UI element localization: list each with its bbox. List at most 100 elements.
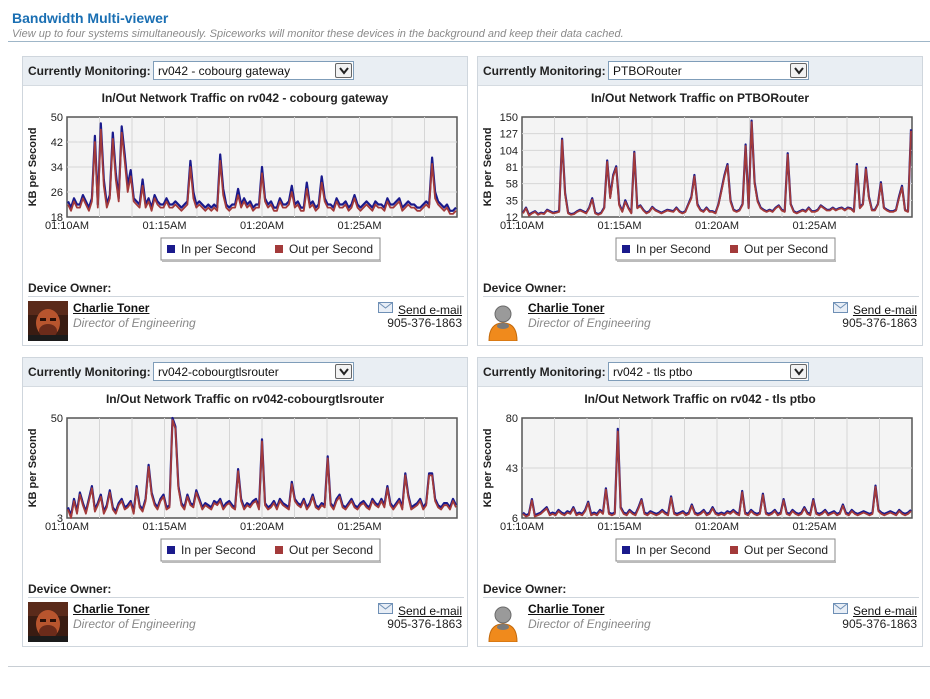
x-tick-label: 01:15AM	[142, 220, 186, 232]
traffic-chart: In/Out Network Traffic on rv042-cobourgt…	[27, 392, 458, 563]
legend-swatch-out	[730, 245, 738, 253]
legend-label-in: In per Second	[636, 242, 711, 256]
x-tick-label: 01:20AM	[240, 521, 284, 533]
series-line-out	[522, 430, 912, 518]
monitor-label: Currently Monitoring:	[483, 64, 606, 78]
chart-legend: In per Second Out per Second	[160, 237, 381, 262]
y-axis-label: KB per Second	[482, 429, 494, 508]
chart-legend: In per Second Out per Second	[615, 237, 836, 262]
x-tick-label: 01:15AM	[142, 521, 186, 533]
page-title: Bandwidth Multi-viewer	[12, 10, 169, 26]
y-tick-label: 18	[51, 212, 63, 224]
owner-name-link[interactable]: Charlie Toner	[528, 602, 605, 616]
legend-label-out: Out per Second	[289, 242, 373, 256]
legend-label-in: In per Second	[181, 242, 256, 256]
chart-title: In/Out Network Traffic on rv042-cobourgt…	[106, 392, 384, 406]
series-line-out	[67, 128, 457, 215]
device-select[interactable]: PTBORouter	[608, 61, 809, 80]
send-email-link-wrap[interactable]: Send e-mail	[832, 602, 917, 618]
owner-phone: 905-376-1863	[387, 617, 462, 631]
envelope-icon[interactable]	[377, 302, 393, 313]
chart-title: In/Out Network Traffic on rv042 - tls pt…	[584, 392, 815, 406]
chart-title: In/Out Network Traffic on PTBORouter	[591, 91, 809, 105]
chevron-down-icon[interactable]	[790, 364, 807, 379]
send-email-link[interactable]: Send e-mail	[397, 303, 462, 317]
send-email-link-wrap[interactable]: Send e-mail	[832, 301, 917, 317]
traffic-chart: In/Out Network Traffic on rv042 - tls pt…	[482, 392, 913, 563]
y-axis-label: KB per Second	[482, 128, 494, 207]
page-header: Bandwidth Multi-viewer View up to four s…	[12, 10, 930, 40]
avatar-photo	[28, 301, 68, 341]
y-tick-label: 104	[500, 145, 518, 157]
monitor-label: Currently Monitoring:	[28, 365, 151, 379]
legend-label-in: In per Second	[181, 543, 256, 557]
send-email-link-wrap[interactable]: Send e-mail	[377, 301, 462, 317]
y-tick-label: 6	[512, 513, 518, 525]
traffic-chart: In/Out Network Traffic on rv042 - cobour…	[27, 91, 458, 262]
monitor-panel-1: Currently Monitoring: rv042 - cobourg ga…	[22, 56, 468, 346]
user-icon	[483, 301, 523, 342]
series-line-out	[522, 121, 912, 217]
device-select-value: PTBORouter	[613, 64, 682, 78]
owner-divider	[28, 296, 464, 297]
monitor-label: Currently Monitoring:	[28, 64, 151, 78]
chevron-down-icon[interactable]	[790, 63, 807, 78]
send-email-link-wrap[interactable]: Send e-mail	[377, 602, 462, 618]
owner-name-link[interactable]: Charlie Toner	[73, 602, 150, 616]
device-owner-label: Device Owner:	[483, 582, 567, 596]
x-tick-label: 01:20AM	[695, 220, 739, 232]
device-select[interactable]: rv042 - cobourg gateway	[153, 61, 354, 80]
y-tick-label: 3	[57, 513, 63, 525]
device-select-value: rv042 - cobourg gateway	[158, 64, 291, 78]
owner-phone: 905-376-1863	[842, 617, 917, 631]
x-tick-label: 01:10AM	[500, 220, 544, 232]
y-tick-label: 34	[51, 162, 63, 174]
chevron-down-icon[interactable]	[335, 364, 352, 379]
panel-header: Currently Monitoring: rv042 - cobourg ga…	[23, 57, 467, 86]
owner-divider	[483, 296, 919, 297]
envelope-icon[interactable]	[377, 603, 393, 614]
send-email-link[interactable]: Send e-mail	[852, 604, 917, 618]
panel-header: Currently Monitoring: rv042-cobourgtlsro…	[23, 358, 467, 387]
page-subtitle: View up to four systems simultaneously. …	[12, 28, 624, 40]
y-tick-label: 58	[506, 179, 518, 191]
send-email-link[interactable]: Send e-mail	[397, 604, 462, 618]
chart-legend: In per Second Out per Second	[160, 538, 381, 563]
owner-name-link[interactable]: Charlie Toner	[528, 301, 605, 315]
x-tick-label: 01:10AM	[45, 220, 89, 232]
legend-swatch-out	[275, 245, 283, 253]
y-axis-label: KB per Second	[27, 128, 39, 207]
legend-label-in: In per Second	[636, 543, 711, 557]
legend-swatch-in	[622, 245, 630, 253]
y-tick-label: 43	[506, 463, 518, 475]
x-tick-label: 01:15AM	[597, 220, 641, 232]
y-axis-label: KB per Second	[27, 429, 39, 508]
avatar-photo	[28, 602, 68, 642]
legend-label-out: Out per Second	[744, 242, 828, 256]
x-tick-label: 01:25AM	[792, 220, 836, 232]
owner-name-link[interactable]: Charlie Toner	[73, 301, 150, 315]
series-line-out	[67, 419, 457, 519]
legend-swatch-in	[167, 546, 175, 554]
device-select[interactable]: rv042-cobourgtlsrouter	[153, 362, 354, 381]
owner-role: Director of Engineering	[73, 316, 196, 330]
x-tick-label: 01:10AM	[45, 521, 89, 533]
chevron-down-icon[interactable]	[335, 63, 352, 78]
x-tick-label: 01:25AM	[337, 521, 381, 533]
owner-divider	[28, 597, 464, 598]
device-owner-label: Device Owner:	[28, 281, 112, 295]
device-select[interactable]: rv042 - tls ptbo	[608, 362, 809, 381]
owner-phone: 905-376-1863	[387, 316, 462, 330]
envelope-icon[interactable]	[832, 302, 848, 313]
user-icon	[483, 602, 523, 643]
monitor-panel-3: Currently Monitoring: rv042-cobourgtlsro…	[22, 357, 468, 647]
x-tick-label: 01:10AM	[500, 521, 544, 533]
send-email-link[interactable]: Send e-mail	[852, 303, 917, 317]
envelope-icon[interactable]	[832, 603, 848, 614]
monitor-panel-2: Currently Monitoring: PTBORouter In/Out …	[477, 56, 923, 346]
y-tick-label: 81	[506, 162, 518, 174]
legend-swatch-out	[730, 546, 738, 554]
y-tick-label: 26	[51, 187, 63, 199]
owner-role: Director of Engineering	[528, 316, 651, 330]
y-tick-label: 50	[51, 112, 63, 124]
